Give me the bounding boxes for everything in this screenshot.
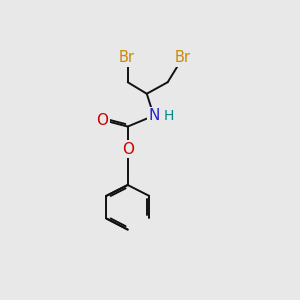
Text: O: O: [97, 113, 109, 128]
Text: N: N: [148, 108, 159, 123]
Text: Br: Br: [174, 50, 190, 65]
Text: Br: Br: [118, 50, 134, 65]
Text: O: O: [122, 142, 134, 157]
Text: H: H: [164, 109, 174, 123]
